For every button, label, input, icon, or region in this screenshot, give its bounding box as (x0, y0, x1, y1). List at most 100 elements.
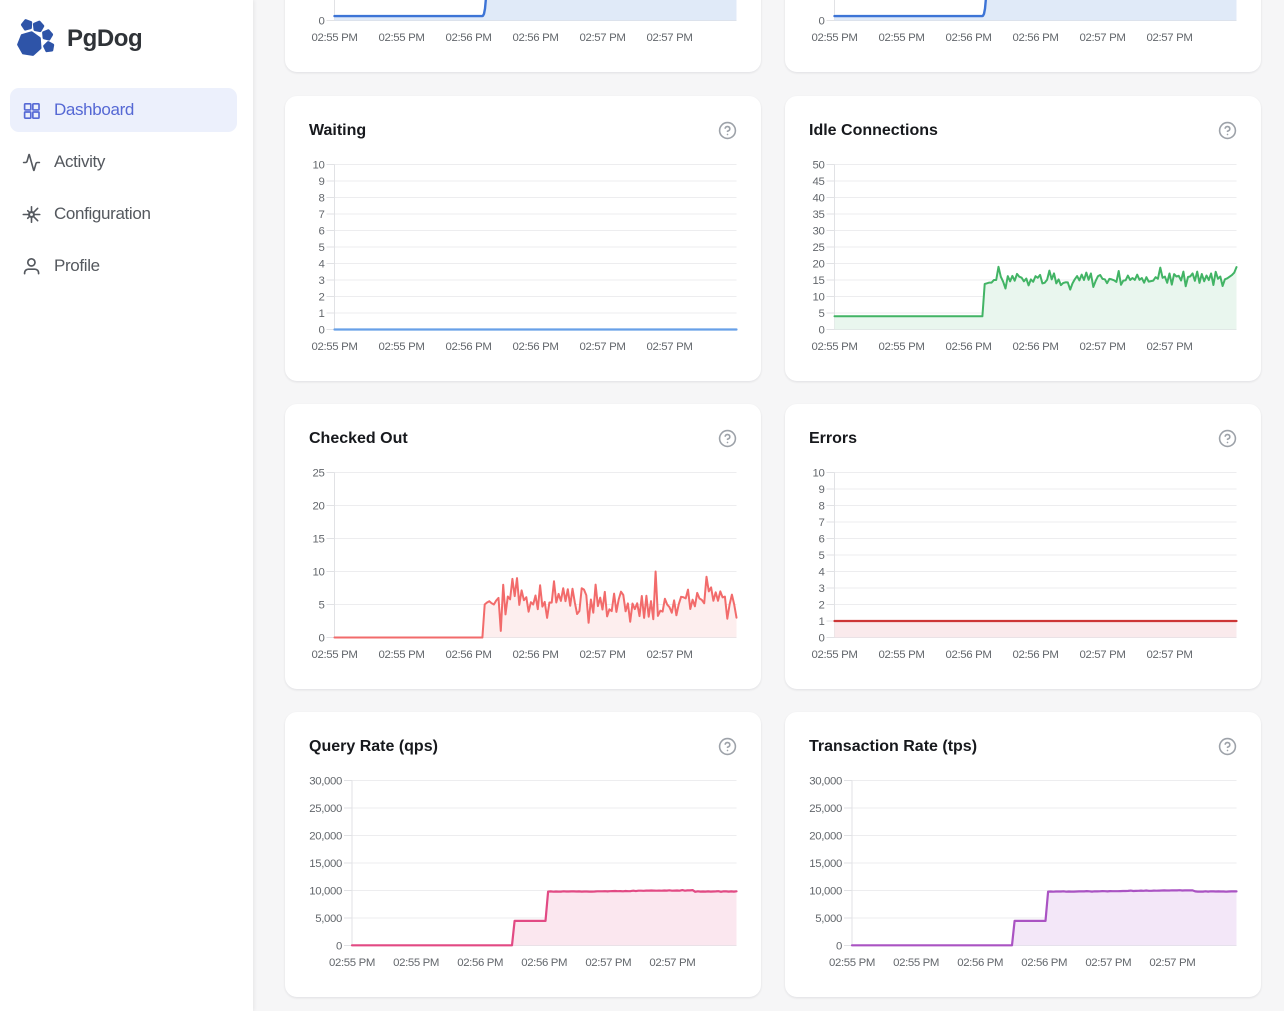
svg-text:0: 0 (319, 16, 325, 28)
svg-text:6: 6 (319, 226, 325, 238)
svg-text:20,000: 20,000 (809, 831, 842, 843)
svg-text:8: 8 (319, 193, 325, 205)
svg-text:0: 0 (836, 941, 842, 953)
svg-text:10: 10 (813, 292, 825, 304)
svg-text:7: 7 (319, 209, 325, 221)
svg-text:5: 5 (319, 242, 325, 254)
svg-text:02:56 PM: 02:56 PM (1013, 32, 1059, 44)
svg-text:10,000: 10,000 (809, 886, 842, 898)
svg-text:8: 8 (819, 501, 825, 513)
svg-text:35: 35 (813, 209, 825, 221)
svg-text:02:55 PM: 02:55 PM (812, 341, 858, 353)
svg-text:02:55 PM: 02:55 PM (879, 649, 925, 661)
svg-text:3: 3 (319, 275, 325, 287)
svg-text:0: 0 (319, 633, 325, 645)
svg-text:02:55 PM: 02:55 PM (812, 32, 858, 44)
svg-text:02:56 PM: 02:56 PM (946, 649, 992, 661)
svg-text:02:56 PM: 02:56 PM (446, 32, 492, 44)
svg-text:02:56 PM: 02:56 PM (513, 341, 559, 353)
svg-text:02:57 PM: 02:57 PM (1147, 32, 1193, 44)
svg-text:02:57 PM: 02:57 PM (647, 32, 693, 44)
svg-text:02:55 PM: 02:55 PM (393, 957, 439, 969)
svg-text:02:55 PM: 02:55 PM (879, 341, 925, 353)
svg-text:02:56 PM: 02:56 PM (1021, 957, 1067, 969)
svg-text:25,000: 25,000 (309, 803, 342, 815)
svg-text:02:56 PM: 02:56 PM (446, 341, 492, 353)
svg-text:02:55 PM: 02:55 PM (812, 649, 858, 661)
svg-text:02:57 PM: 02:57 PM (647, 649, 693, 661)
svg-text:02:56 PM: 02:56 PM (521, 957, 567, 969)
svg-text:2: 2 (819, 600, 825, 612)
svg-text:15: 15 (813, 275, 825, 287)
svg-text:1: 1 (819, 616, 825, 628)
svg-text:30: 30 (813, 226, 825, 238)
svg-text:02:55 PM: 02:55 PM (312, 649, 358, 661)
svg-text:02:57 PM: 02:57 PM (1080, 649, 1126, 661)
svg-text:10: 10 (813, 468, 825, 480)
svg-text:02:56 PM: 02:56 PM (1013, 649, 1059, 661)
svg-text:5: 5 (819, 308, 825, 320)
svg-text:10,000: 10,000 (309, 886, 342, 898)
svg-text:02:56 PM: 02:56 PM (457, 957, 503, 969)
svg-text:25: 25 (813, 242, 825, 254)
svg-text:4: 4 (319, 259, 325, 271)
svg-text:02:57 PM: 02:57 PM (647, 341, 693, 353)
svg-text:40: 40 (813, 193, 825, 205)
svg-text:30,000: 30,000 (809, 776, 842, 788)
svg-text:02:56 PM: 02:56 PM (1013, 341, 1059, 353)
svg-text:02:56 PM: 02:56 PM (513, 32, 559, 44)
svg-text:3: 3 (819, 583, 825, 595)
svg-text:15: 15 (313, 534, 325, 546)
svg-text:02:57 PM: 02:57 PM (585, 957, 631, 969)
svg-text:0: 0 (819, 16, 825, 28)
svg-text:0: 0 (819, 633, 825, 645)
svg-text:0: 0 (336, 941, 342, 953)
svg-text:02:55 PM: 02:55 PM (379, 32, 425, 44)
svg-text:20,000: 20,000 (309, 831, 342, 843)
svg-text:02:57 PM: 02:57 PM (1147, 649, 1193, 661)
svg-text:45: 45 (813, 176, 825, 188)
svg-text:9: 9 (319, 176, 325, 188)
svg-text:02:57 PM: 02:57 PM (1080, 341, 1126, 353)
svg-text:5,000: 5,000 (815, 913, 842, 925)
svg-text:02:55 PM: 02:55 PM (879, 32, 925, 44)
svg-text:25: 25 (313, 468, 325, 480)
svg-text:10: 10 (313, 567, 325, 579)
svg-text:02:57 PM: 02:57 PM (1147, 341, 1193, 353)
svg-text:10: 10 (313, 160, 325, 172)
svg-text:02:57 PM: 02:57 PM (1085, 957, 1131, 969)
svg-text:02:57 PM: 02:57 PM (580, 341, 626, 353)
svg-text:20: 20 (813, 259, 825, 271)
svg-text:0: 0 (819, 325, 825, 337)
svg-text:5,000: 5,000 (315, 913, 342, 925)
svg-text:2: 2 (319, 292, 325, 304)
svg-text:02:56 PM: 02:56 PM (946, 32, 992, 44)
svg-text:02:55 PM: 02:55 PM (312, 32, 358, 44)
svg-text:02:55 PM: 02:55 PM (329, 957, 375, 969)
svg-text:02:56 PM: 02:56 PM (946, 341, 992, 353)
svg-text:5: 5 (319, 600, 325, 612)
svg-text:50: 50 (813, 160, 825, 172)
svg-text:25,000: 25,000 (809, 803, 842, 815)
svg-text:4: 4 (819, 567, 825, 579)
svg-text:1: 1 (319, 308, 325, 320)
svg-text:02:57 PM: 02:57 PM (1080, 32, 1126, 44)
svg-text:15,000: 15,000 (309, 858, 342, 870)
svg-text:6: 6 (819, 534, 825, 546)
svg-text:15,000: 15,000 (809, 858, 842, 870)
svg-text:02:57 PM: 02:57 PM (580, 32, 626, 44)
svg-text:02:55 PM: 02:55 PM (312, 341, 358, 353)
svg-text:20: 20 (313, 501, 325, 513)
svg-text:02:55 PM: 02:55 PM (829, 957, 875, 969)
svg-text:02:55 PM: 02:55 PM (893, 957, 939, 969)
svg-text:02:56 PM: 02:56 PM (446, 649, 492, 661)
svg-text:02:57 PM: 02:57 PM (649, 957, 695, 969)
svg-text:02:57 PM: 02:57 PM (580, 649, 626, 661)
svg-text:30,000: 30,000 (309, 776, 342, 788)
svg-text:0: 0 (319, 325, 325, 337)
svg-text:9: 9 (819, 484, 825, 496)
svg-text:5: 5 (819, 550, 825, 562)
svg-text:02:55 PM: 02:55 PM (379, 341, 425, 353)
svg-text:7: 7 (819, 517, 825, 529)
svg-text:02:56 PM: 02:56 PM (957, 957, 1003, 969)
